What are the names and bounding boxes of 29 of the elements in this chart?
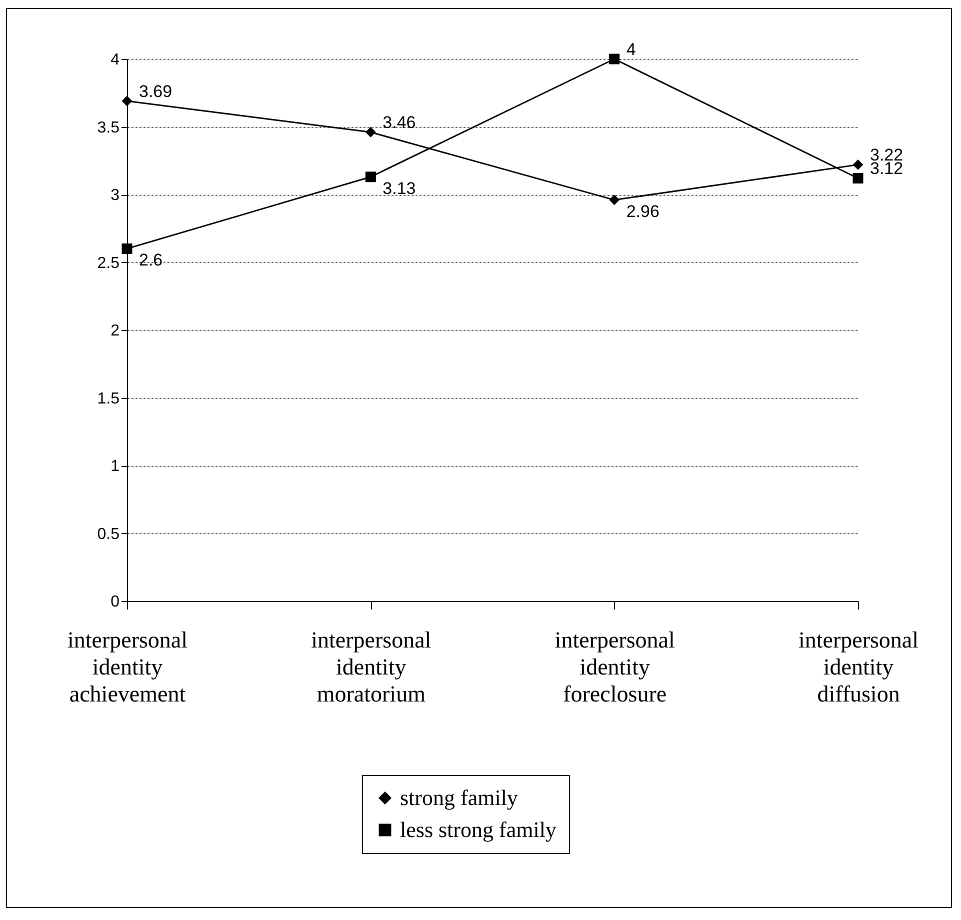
y-tick-label: 1 bbox=[110, 458, 120, 475]
legend-label: less strong family bbox=[400, 817, 556, 842]
point bbox=[365, 126, 376, 138]
point bbox=[852, 172, 864, 184]
legend-label: strong family bbox=[400, 785, 518, 810]
point bbox=[609, 194, 620, 206]
y-tick-label: 4 bbox=[110, 52, 120, 68]
x-tick-label: interpersonal identity foreclosure bbox=[554, 628, 675, 706]
data-label: 4 bbox=[626, 40, 636, 59]
data-label: 2.6 bbox=[139, 250, 163, 270]
y-tick-label: 3 bbox=[110, 187, 120, 204]
point bbox=[122, 243, 132, 254]
x-tick-label: interpersonal identity moratorium bbox=[311, 628, 432, 706]
x-tick-label: interpersonal identity diffusion bbox=[798, 628, 919, 706]
point bbox=[609, 54, 620, 64]
y-tick-label: 0 bbox=[110, 594, 120, 610]
y-tick-label: 3.5 bbox=[97, 119, 120, 136]
y-tick-label: 0.5 bbox=[97, 526, 120, 543]
data-label: 3.46 bbox=[382, 113, 416, 132]
y-tick-label: 2.5 bbox=[97, 254, 120, 272]
point bbox=[852, 159, 864, 170]
y-tick-label: 1.5 bbox=[97, 390, 120, 408]
point bbox=[122, 96, 132, 106]
x-tick-label: interpersonal identity achievement bbox=[67, 628, 188, 706]
point bbox=[365, 172, 376, 182]
data-label: 3.13 bbox=[382, 178, 416, 198]
data-label: 3.69 bbox=[139, 82, 172, 102]
y-tick-label: 2 bbox=[110, 322, 120, 340]
data-label: 2.96 bbox=[626, 202, 660, 221]
